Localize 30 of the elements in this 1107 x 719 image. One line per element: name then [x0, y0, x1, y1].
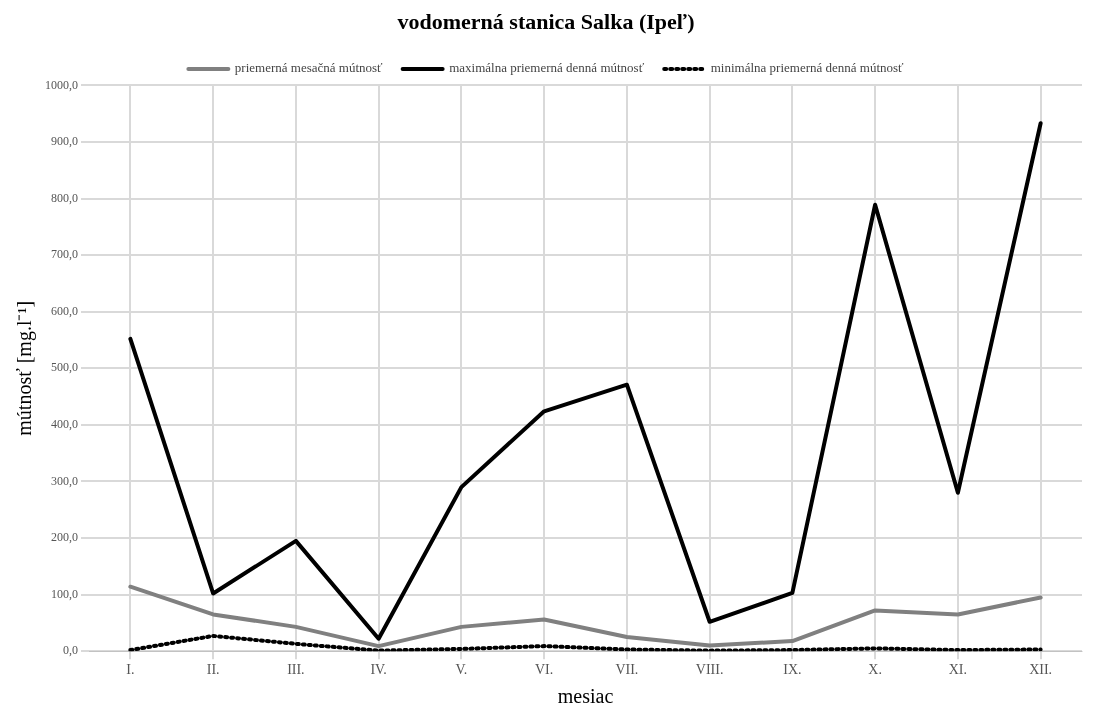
x-axis-title: mesiac — [557, 685, 614, 708]
line-series — [128, 633, 1043, 652]
x-tick-label: VIII. — [695, 662, 724, 678]
y-axis-title: mútnosť [mg.l⁻¹] — [13, 300, 37, 436]
x-tick-label: II. — [206, 662, 220, 678]
y-tick-label: 900,0 — [51, 134, 78, 149]
chart-title: vodomerná stanica Salka (Ipeľ) — [397, 8, 695, 34]
y-tick-label: 500,0 — [51, 360, 78, 375]
x-tick-label: XII. — [1029, 662, 1053, 678]
x-tick-label: VI. — [534, 662, 554, 678]
x-tick-label: I. — [126, 662, 135, 678]
y-tick-label: 0,0 — [63, 643, 78, 658]
y-tick-label: 400,0 — [51, 417, 78, 432]
y-tick-label: 1000,0 — [45, 77, 78, 92]
y-tick-label: 300,0 — [51, 473, 78, 488]
y-tick-label: 800,0 — [51, 190, 78, 205]
x-tick-label: X. — [868, 662, 882, 678]
legend-label: maximálna priemerná denná mútnosť — [449, 60, 645, 76]
x-tick-label: XI. — [948, 662, 968, 678]
x-tick-label: III. — [287, 662, 305, 678]
y-tick-label: 700,0 — [51, 247, 78, 262]
y-tick-label: 600,0 — [51, 303, 78, 318]
y-tick-label: 100,0 — [51, 586, 78, 601]
legend-label: priemerná mesačná mútnosť — [234, 60, 384, 76]
legend-label: minimálna priemerná denná mútnosť — [710, 60, 905, 76]
x-tick-label: IV. — [370, 662, 387, 678]
x-tick-label: IX. — [783, 662, 802, 678]
x-tick-label: VII. — [615, 662, 639, 678]
y-tick-label: 200,0 — [51, 530, 78, 545]
x-tick-label: V. — [455, 662, 468, 678]
